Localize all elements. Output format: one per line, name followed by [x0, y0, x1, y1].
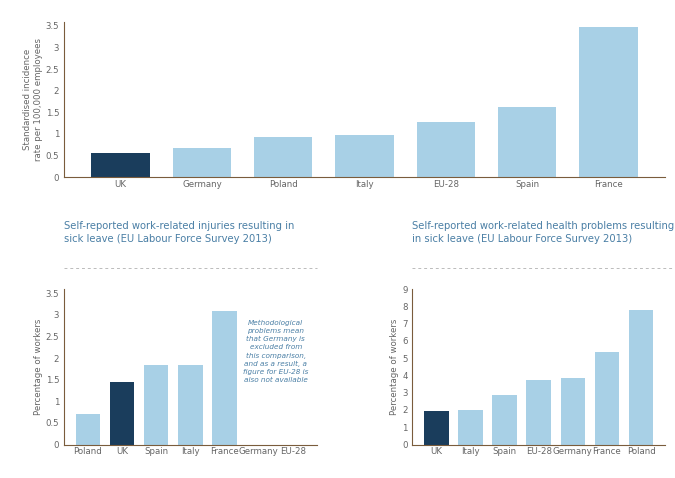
Bar	[178, 366, 202, 445]
Bar	[91, 153, 150, 177]
Bar	[335, 135, 394, 177]
Bar	[144, 366, 169, 445]
Bar	[526, 380, 551, 445]
Bar	[492, 395, 517, 445]
Bar	[579, 27, 638, 177]
Bar	[458, 411, 483, 445]
Y-axis label: Percentage of workers: Percentage of workers	[34, 319, 43, 415]
Bar	[76, 414, 100, 445]
Bar	[560, 378, 585, 445]
Bar	[497, 107, 556, 177]
Text: Self-reported work-related injuries resulting in
sick leave (EU Labour Force Sur: Self-reported work-related injuries resu…	[64, 221, 294, 244]
Bar	[416, 122, 475, 177]
Bar	[254, 137, 313, 177]
Text: Methodological
problems mean
that Germany is
excluded from
this comparison,
and : Methodological problems mean that German…	[243, 320, 308, 383]
Y-axis label: Standardised incidence
rate per 100,000 employees: Standardised incidence rate per 100,000 …	[23, 38, 43, 161]
Bar	[110, 382, 134, 445]
Text: Self-reported work-related health problems resulting
in sick leave (EU Labour Fo: Self-reported work-related health proble…	[412, 221, 675, 244]
Bar	[595, 352, 619, 445]
Bar	[424, 411, 448, 445]
Bar	[212, 311, 237, 445]
Y-axis label: Percentage of workers: Percentage of workers	[390, 319, 400, 415]
Bar	[173, 148, 232, 177]
Bar	[629, 310, 653, 445]
